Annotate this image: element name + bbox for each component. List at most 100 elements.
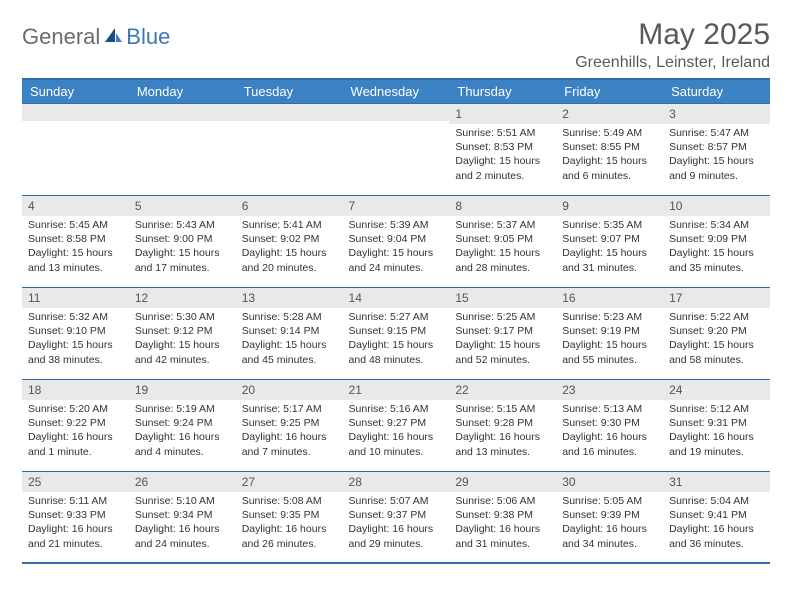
day-number: 6: [236, 195, 343, 216]
sunrise-text: Sunrise: 5:10 AM: [135, 494, 230, 508]
sunset-text: Sunset: 9:02 PM: [242, 232, 337, 246]
daylight-text: Daylight: 15 hours and 17 minutes.: [135, 246, 230, 274]
logo: General Blue: [22, 24, 170, 50]
day-number: 12: [129, 287, 236, 308]
sunrise-text: Sunrise: 5:22 AM: [669, 310, 764, 324]
sunrise-text: Sunrise: 5:27 AM: [349, 310, 444, 324]
day-cell: 2Sunrise: 5:49 AMSunset: 8:55 PMDaylight…: [556, 103, 663, 195]
day-content: Sunrise: 5:34 AMSunset: 9:09 PMDaylight:…: [663, 216, 770, 279]
day-content: Sunrise: 5:43 AMSunset: 9:00 PMDaylight:…: [129, 216, 236, 279]
weekday-saturday: Saturday: [663, 79, 770, 103]
sunrise-text: Sunrise: 5:39 AM: [349, 218, 444, 232]
sunrise-text: Sunrise: 5:49 AM: [562, 126, 657, 140]
day-number: 25: [22, 471, 129, 492]
week-row: 11 Sunrise: 5:32 AMSunset: 9:10 PM Dayligh…: [22, 287, 770, 379]
day-content: Sunrise: 5:37 AMSunset: 9:05 PMDaylight:…: [449, 216, 556, 279]
sunset-text: Sunset: 9:35 PM: [242, 508, 337, 522]
sunset-text: Sunset: 9:17 PM: [455, 324, 550, 338]
sunset-text: Sunset: 9:33 PM: [28, 508, 123, 522]
day-cell: 25 Sunrise: 5:11 AMSunset: 9:33 PMDayligh…: [22, 471, 129, 563]
day-content: Sunrise: 5:17 AMSunset: 9:25 PMDaylight:…: [236, 400, 343, 463]
day-cell: 10Sunrise: 5:34 AMSunset: 9:09 PMDayligh…: [663, 195, 770, 287]
sunset-text: Sunset: 9:10 PM: [28, 324, 123, 338]
sunset-text: Sunset: 9:38 PM: [455, 508, 550, 522]
day-cell: 24Sunrise: 5:12 AMSunset: 9:31 PMDayligh…: [663, 379, 770, 471]
weekday-friday: Friday: [556, 79, 663, 103]
day-number: 11: [22, 287, 129, 308]
day-cell: 6Sunrise: 5:41 AMSunset: 9:02 PMDaylight…: [236, 195, 343, 287]
calendar-body: 1Sunrise: 5:51 AMSunset: 8:53 PMDaylight…: [22, 103, 770, 563]
sunset-text: Sunset: 9:37 PM: [349, 508, 444, 522]
sunrise-text: Sunrise: 5:12 AM: [669, 402, 764, 416]
day-content: Sunrise: 5:15 AMSunset: 9:28 PMDaylight:…: [449, 400, 556, 463]
day-number: 18: [22, 379, 129, 400]
sunset-text: Sunset: 9:14 PM: [242, 324, 337, 338]
day-content: Sunrise: 5:20 AMSunset: 9:22 PMDaylight:…: [22, 400, 129, 463]
day-content: Sunrise: 5:45 AMSunset: 8:58 PMDaylight:…: [22, 216, 129, 279]
day-number: 19: [129, 379, 236, 400]
day-cell: 18Sunrise: 5:20 AMSunset: 9:22 PMDayligh…: [22, 379, 129, 471]
day-number: 2: [556, 103, 663, 124]
day-cell: 13Sunrise: 5:28 AMSunset: 9:14 PMDayligh…: [236, 287, 343, 379]
day-cell: 14Sunrise: 5:27 AMSunset: 9:15 PMDayligh…: [343, 287, 450, 379]
sunset-text: Sunset: 9:25 PM: [242, 416, 337, 430]
day-content: Sunrise: 5:23 AMSunset: 9:19 PMDaylight:…: [556, 308, 663, 371]
daylight-text: Daylight: 15 hours and 45 minutes.: [242, 338, 337, 366]
day-content: Sunrise: 5:13 AMSunset: 9:30 PMDaylight:…: [556, 400, 663, 463]
sunrise-text: Sunrise: 5:32 AM: [28, 310, 123, 324]
weekday-monday: Monday: [129, 79, 236, 103]
sunset-text: Sunset: 9:41 PM: [669, 508, 764, 522]
sunrise-text: Sunrise: 5:13 AM: [562, 402, 657, 416]
sunset-text: Sunset: 8:55 PM: [562, 140, 657, 154]
daylight-text: Daylight: 16 hours and 34 minutes.: [562, 522, 657, 550]
sunset-text: Sunset: 8:57 PM: [669, 140, 764, 154]
sunrise-text: Sunrise: 5:19 AM: [135, 402, 230, 416]
sunset-text: Sunset: 9:12 PM: [135, 324, 230, 338]
day-cell: 20Sunrise: 5:17 AMSunset: 9:25 PMDayligh…: [236, 379, 343, 471]
sunset-text: Sunset: 9:04 PM: [349, 232, 444, 246]
day-cell: [236, 103, 343, 195]
day-number: 10: [663, 195, 770, 216]
week-row: 4Sunrise: 5:45 AMSunset: 8:58 PMDaylight…: [22, 195, 770, 287]
day-content: Sunrise: 5:05 AMSunset: 9:39 PMDaylight:…: [556, 492, 663, 555]
day-cell: 11Sunrise: 5:32 AMSunset: 9:10 PMDayligh…: [22, 287, 129, 379]
day-number: 8: [449, 195, 556, 216]
day-cell: 3Sunrise: 5:47 AMSunset: 8:57 PMDaylight…: [663, 103, 770, 195]
sunrise-text: Sunrise: 5:34 AM: [669, 218, 764, 232]
day-number: 30: [556, 471, 663, 492]
day-cell: 26Sunrise: 5:10 AMSunset: 9:34 PMDayligh…: [129, 471, 236, 563]
day-content: Sunrise: 5:19 AMSunset: 9:24 PMDaylight:…: [129, 400, 236, 463]
day-content: Sunrise: 5:39 AMSunset: 9:04 PMDaylight:…: [343, 216, 450, 279]
daylight-text: Daylight: 15 hours and 6 minutes.: [562, 154, 657, 182]
day-cell: 19Sunrise: 5:19 AMSunset: 9:24 PMDayligh…: [129, 379, 236, 471]
sunrise-text: Sunrise: 5:07 AM: [349, 494, 444, 508]
week-row: 18Sunrise: 5:20 AMSunset: 9:22 PMDayligh…: [22, 379, 770, 471]
day-cell: 4Sunrise: 5:45 AMSunset: 8:58 PMDaylight…: [22, 195, 129, 287]
daylight-text: Daylight: 15 hours and 52 minutes.: [455, 338, 550, 366]
sunrise-text: Sunrise: 5:20 AM: [28, 402, 123, 416]
logo-text-blue: Blue: [126, 24, 170, 50]
daylight-text: Daylight: 16 hours and 1 minute.: [28, 430, 123, 458]
day-number: 26: [129, 471, 236, 492]
daylight-text: Daylight: 16 hours and 4 minutes.: [135, 430, 230, 458]
daylight-text: Daylight: 16 hours and 21 minutes.: [28, 522, 123, 550]
sunset-text: Sunset: 9:28 PM: [455, 416, 550, 430]
sunrise-text: Sunrise: 5:04 AM: [669, 494, 764, 508]
day-content: Sunrise: 5:22 AMSunset: 9:20 PMDaylight:…: [663, 308, 770, 371]
title-block: May 2025 Greenhills, Leinster, Ireland: [575, 18, 770, 72]
sunrise-text: Sunrise: 5:15 AM: [455, 402, 550, 416]
sunset-text: Sunset: 9:27 PM: [349, 416, 444, 430]
sunrise-text: Sunrise: 5:17 AM: [242, 402, 337, 416]
daylight-text: Daylight: 15 hours and 55 minutes.: [562, 338, 657, 366]
sunset-text: Sunset: 8:53 PM: [455, 140, 550, 154]
day-cell: 28Sunrise: 5:07 AMSunset: 9:37 PMDayligh…: [343, 471, 450, 563]
day-number: 7: [343, 195, 450, 216]
weekday-thursday: Thursday: [449, 79, 556, 103]
day-number: 21: [343, 379, 450, 400]
day-content: Sunrise: 5:49 AMSunset: 8:55 PMDaylight:…: [556, 124, 663, 187]
sunset-text: Sunset: 8:58 PM: [28, 232, 123, 246]
sunrise-text: Sunrise: 5:11 AM: [28, 494, 123, 508]
day-number: 3: [663, 103, 770, 124]
day-number: 1: [449, 103, 556, 124]
header: General Blue May 2025 Greenhills, Leinst…: [22, 18, 770, 72]
